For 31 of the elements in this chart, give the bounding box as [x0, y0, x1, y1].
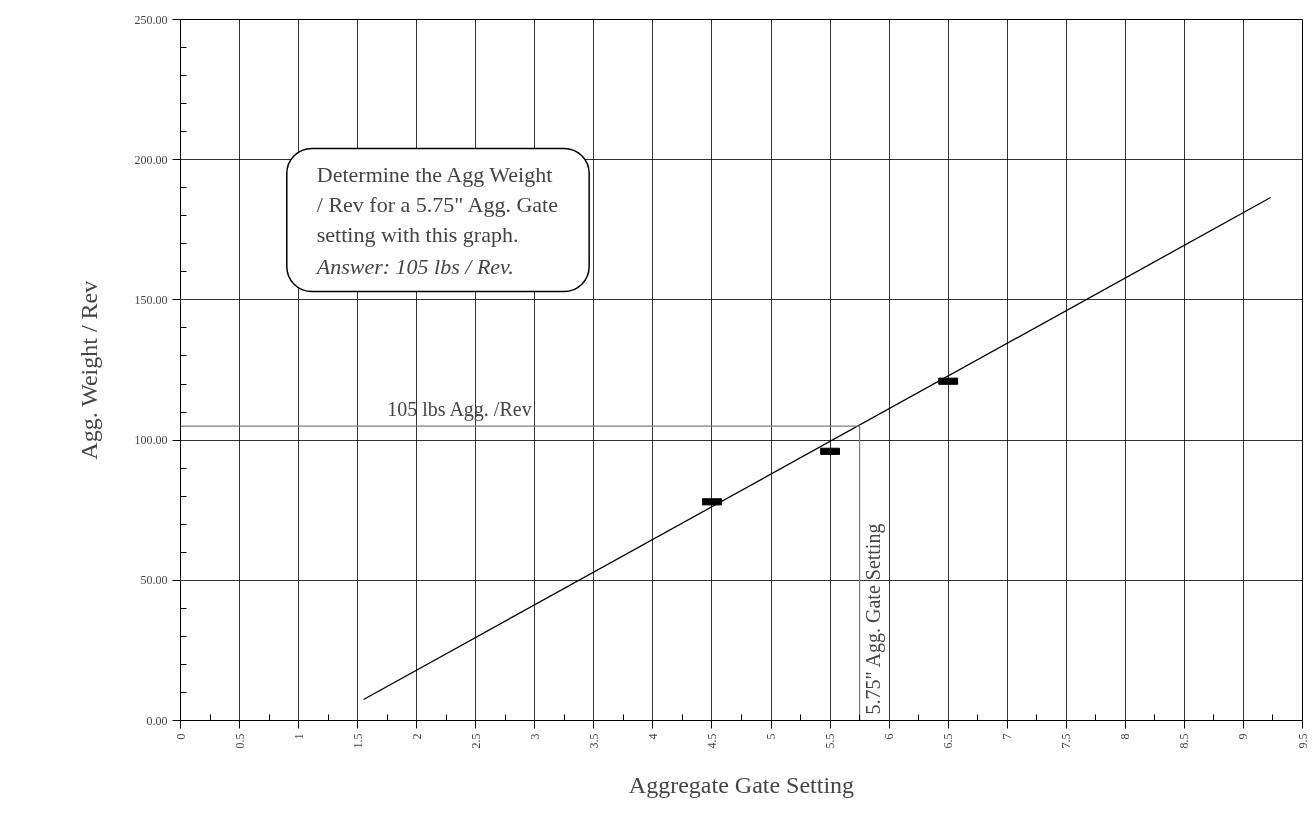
x-tick-label: 2.5	[468, 733, 483, 749]
x-tick-label: 6.5	[941, 733, 956, 749]
y-axis-title: Agg. Weight / Rev	[75, 280, 102, 460]
x-tick-label: 3.5	[586, 733, 601, 749]
x-tick-label: 8.5	[1177, 733, 1192, 749]
y-tick-label: 150.00	[134, 292, 168, 307]
x-tick-label: 9.5	[1295, 733, 1310, 749]
x-tick-label: 2	[409, 733, 424, 740]
y-tick-label: 100.00	[134, 433, 168, 448]
x-tick-label: 6	[882, 733, 897, 740]
annotation: 5.75" Agg. Gate Setting	[861, 523, 885, 715]
x-tick-label: 5.5	[823, 733, 838, 749]
x-tick-label: 1.5	[350, 733, 365, 749]
y-tick-label: 200.00	[134, 152, 168, 167]
x-tick-label: 3	[527, 733, 542, 740]
x-tick-label: 4.5	[704, 733, 719, 749]
x-tick-label: 1	[291, 733, 306, 740]
x-tick-label: 4	[645, 733, 660, 740]
x-tick-label: 5	[764, 733, 779, 740]
x-axis-title: Aggregate Gate Setting	[628, 771, 855, 798]
x-tick-label: 7	[1000, 733, 1015, 740]
x-tick-label: 8	[1118, 733, 1133, 740]
x-tick-label: 7.5	[1059, 733, 1074, 749]
x-tick-label: 9	[1236, 733, 1251, 740]
x-tick-label: 0	[173, 733, 188, 740]
x-tick-label: 0.5	[232, 733, 247, 749]
annotation: Determine the Agg Weight / Rev for a 5.75" Agg. Gate setting with this graph.	[316, 162, 558, 248]
y-tick-label: 0.00	[146, 713, 168, 728]
y-tick-label: 250.00	[134, 12, 168, 27]
annotation: Answer: 105 lbs / Rev.	[314, 254, 514, 280]
y-tick-label: 50.00	[140, 573, 168, 588]
